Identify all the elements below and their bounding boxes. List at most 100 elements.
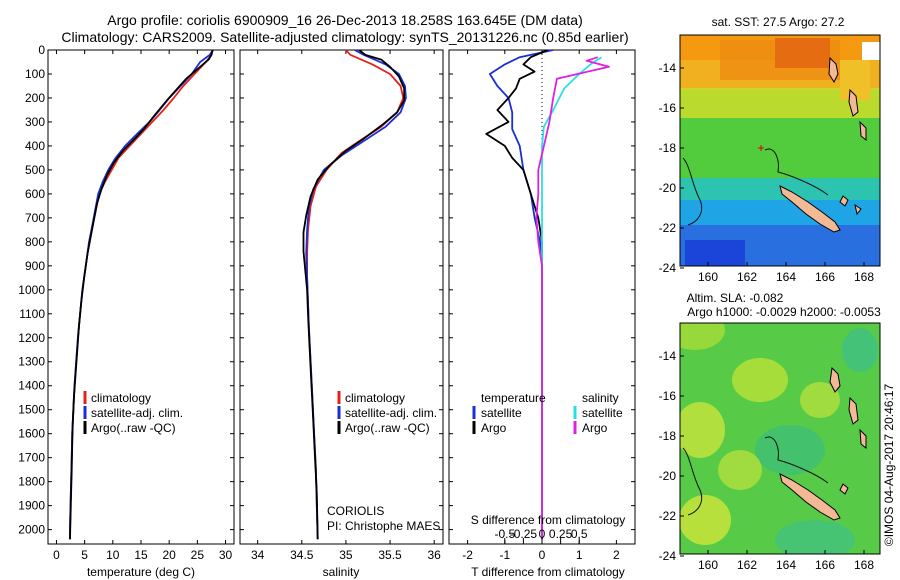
x-tick-label: 35.5 (378, 548, 402, 562)
difference-series (485, 50, 610, 540)
depth-tick-label: 300 (25, 115, 45, 129)
map-y-tick-label: -24 (659, 549, 677, 563)
x-tick-label: 36 (427, 548, 441, 562)
x-tick-label: 1 (576, 548, 583, 562)
s-tick-label: -0.25 (510, 527, 538, 541)
map-x-tick-label: 168 (854, 270, 874, 284)
depth-tick-label: 1100 (19, 307, 45, 321)
depth-tick-label: 700 (25, 211, 45, 225)
map-y-tick-label: -20 (659, 181, 677, 195)
temperature-legend: climatology satellite-adj. clim. Argo(..… (83, 391, 183, 435)
map-x-tick-label: 160 (698, 270, 718, 284)
legend-label-argo: Argo(..raw -QC) (345, 421, 430, 435)
legend-title-salinity: salinity (582, 391, 619, 405)
legend-label-argo: Argo(..raw -QC) (91, 421, 176, 435)
s-tick-label: 0 (539, 527, 546, 541)
x-tick-label: 0 (53, 548, 60, 562)
salinity-x-label: salinity (323, 565, 360, 579)
s-tick-label: 0.25 (549, 527, 573, 541)
map-y-tick-label: -20 (659, 469, 677, 483)
salinity-axes-frame (239, 49, 444, 545)
map-x-tick-label: 164 (776, 558, 796, 572)
temperature-x-label: temperature (deg C) (87, 565, 195, 579)
difference-depth-ticks (449, 49, 635, 531)
pi-label: PI: Christophe MAES (327, 519, 440, 533)
map-y-tick-label: -22 (659, 221, 677, 235)
depth-tick-label: 400 (25, 139, 45, 153)
depth-tick-label: 1400 (18, 379, 45, 393)
depth-tick-label: 1900 (18, 499, 45, 513)
x-tick-label: 15 (134, 548, 148, 562)
sst-map-title: sat. SST: 27.5 Argo: 27.2 (712, 15, 845, 29)
x-tick-label: -1 (499, 548, 510, 562)
x-tick-label: 30 (219, 548, 233, 562)
s-difference-label: S difference from climatology (471, 513, 626, 527)
legend-label-temp-argo: Argo (481, 421, 507, 435)
legend-label-satellite: satellite-adj. clim. (91, 406, 183, 420)
t-difference-label: T difference from climatology (471, 565, 625, 579)
s-tick-label: 0.5 (571, 527, 588, 541)
temperature-series (69, 50, 214, 540)
map-x-tick-label: 168 (854, 558, 874, 572)
series-argo-raw-qc- (69, 50, 214, 540)
x-tick-label: 5 (81, 548, 88, 562)
x-tick-label: 34.5 (290, 548, 314, 562)
depth-tick-label: 200 (25, 91, 45, 105)
map-x-tick-label: 166 (815, 270, 835, 284)
institution-label: CORIOLIS (327, 504, 384, 518)
difference-panel: -2 -1 0 1 2 temperature salinity satellite A… (448, 49, 636, 579)
depth-tick-label: 1500 (18, 403, 45, 417)
x-tick-label: 25 (191, 548, 205, 562)
sla-map-frame (679, 322, 881, 555)
figure-title-line2: Climatology: CARS2009. Satellite-adjuste… (61, 29, 628, 45)
map-x-tick-label: 160 (698, 558, 718, 572)
temperature-depth-ticks: 0 100 200 300 400 500 600 700 800 900 1000 1100 1200… (18, 43, 234, 537)
difference-legend: temperature salinity satellite Argo sate… (472, 391, 623, 435)
sla-map-ticks: 160 162 164 166 168 -14 -16 -18 -20 -22 -24 (659, 349, 875, 572)
sla-map-title1: Altim. SLA: -0.082 (687, 291, 784, 305)
depth-tick-label: 800 (25, 235, 45, 249)
depth-tick-label: 1200 (18, 331, 45, 345)
sst-map-field (680, 35, 880, 266)
x-tick-label: -2 (462, 548, 473, 562)
depth-tick-label: 1000 (18, 283, 45, 297)
temperature-x-ticks: 0 5 10 15 20 25 30 (53, 50, 233, 562)
series-argo-raw-qc- (302, 50, 406, 540)
sst-map-ticks: 160 162 164 166 168 -14 -16 -18 -20 -22 -24 (659, 61, 875, 284)
s-tick-label: -0.5 (494, 527, 515, 541)
salinity-depth-ticks (240, 49, 443, 531)
x-tick-label: 20 (163, 548, 177, 562)
legend-title-temperature: temperature (481, 391, 546, 405)
sst-map: sat. SST: 27.5 Argo: 27.2 (659, 15, 881, 284)
x-tick-label: 10 (106, 548, 120, 562)
map-y-tick-label: -18 (659, 429, 677, 443)
sst-map-frame (679, 34, 881, 267)
x-tick-label: 0 (539, 548, 546, 562)
depth-tick-label: 100 (25, 67, 45, 81)
map-y-tick-label: -16 (659, 101, 677, 115)
depth-tick-label: 1700 (18, 451, 45, 465)
depth-tick-label: 1600 (18, 427, 45, 441)
legend-label-climatology: climatology (91, 391, 151, 405)
sla-map: Altim. SLA: -0.082 Argo h1000: -0.0029 h… (659, 291, 881, 572)
map-y-tick-label: -16 (659, 389, 677, 403)
depth-tick-label: 2000 (18, 523, 45, 537)
salinity-series (302, 50, 407, 540)
depth-tick-label: 0 (38, 43, 45, 57)
map-y-tick-label: -18 (659, 141, 677, 155)
map-y-tick-label: -14 (659, 61, 677, 75)
s-difference-ticks: -0.5-0.25 0 0.250.5 (494, 527, 588, 544)
map-y-tick-label: -22 (659, 509, 677, 523)
salinity-x-ticks: 34 34.5 35 35.5 36 (251, 50, 441, 562)
sla-map-field (680, 323, 880, 554)
legend-label-sal-satellite: satellite (582, 406, 623, 420)
map-x-tick-label: 162 (737, 270, 757, 284)
depth-tick-label: 900 (25, 259, 45, 273)
salinity-panel: 34 34.5 35 35.5 36 salinity climatology sate… (239, 49, 444, 579)
depth-tick-label: 600 (25, 187, 45, 201)
temperature-panel: 0100200300400500600700800900100011001200… (18, 43, 235, 579)
legend-label-climatology: climatology (345, 391, 405, 405)
x-tick-label: 35 (339, 548, 353, 562)
x-tick-label: 2 (613, 548, 620, 562)
